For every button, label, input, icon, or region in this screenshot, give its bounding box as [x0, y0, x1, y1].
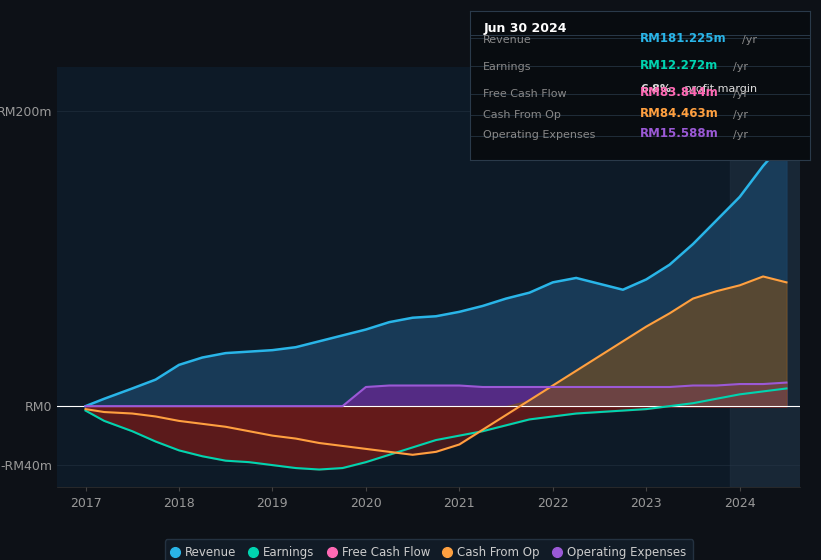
Text: /yr: /yr	[732, 130, 748, 141]
Text: Cash From Op: Cash From Op	[484, 110, 561, 119]
Text: /yr: /yr	[732, 110, 748, 119]
Text: RM15.588m: RM15.588m	[640, 127, 718, 141]
Text: RM84.463m: RM84.463m	[640, 106, 718, 119]
Text: RM83.844m: RM83.844m	[640, 86, 718, 99]
Text: /yr: /yr	[732, 62, 748, 72]
Text: 6.8%: 6.8%	[640, 85, 671, 94]
Text: /yr: /yr	[742, 35, 757, 45]
Bar	[731, 67, 800, 487]
Text: Free Cash Flow: Free Cash Flow	[484, 88, 566, 99]
Text: Revenue: Revenue	[484, 35, 532, 45]
Text: RM12.272m: RM12.272m	[640, 59, 718, 72]
Text: RM181.225m: RM181.225m	[640, 32, 727, 45]
Text: /yr: /yr	[732, 88, 748, 99]
Text: Jun 30 2024: Jun 30 2024	[484, 22, 566, 35]
Text: Earnings: Earnings	[484, 62, 532, 72]
Text: profit margin: profit margin	[681, 85, 757, 94]
Text: Operating Expenses: Operating Expenses	[484, 130, 595, 141]
Legend: Revenue, Earnings, Free Cash Flow, Cash From Op, Operating Expenses: Revenue, Earnings, Free Cash Flow, Cash …	[165, 539, 693, 560]
